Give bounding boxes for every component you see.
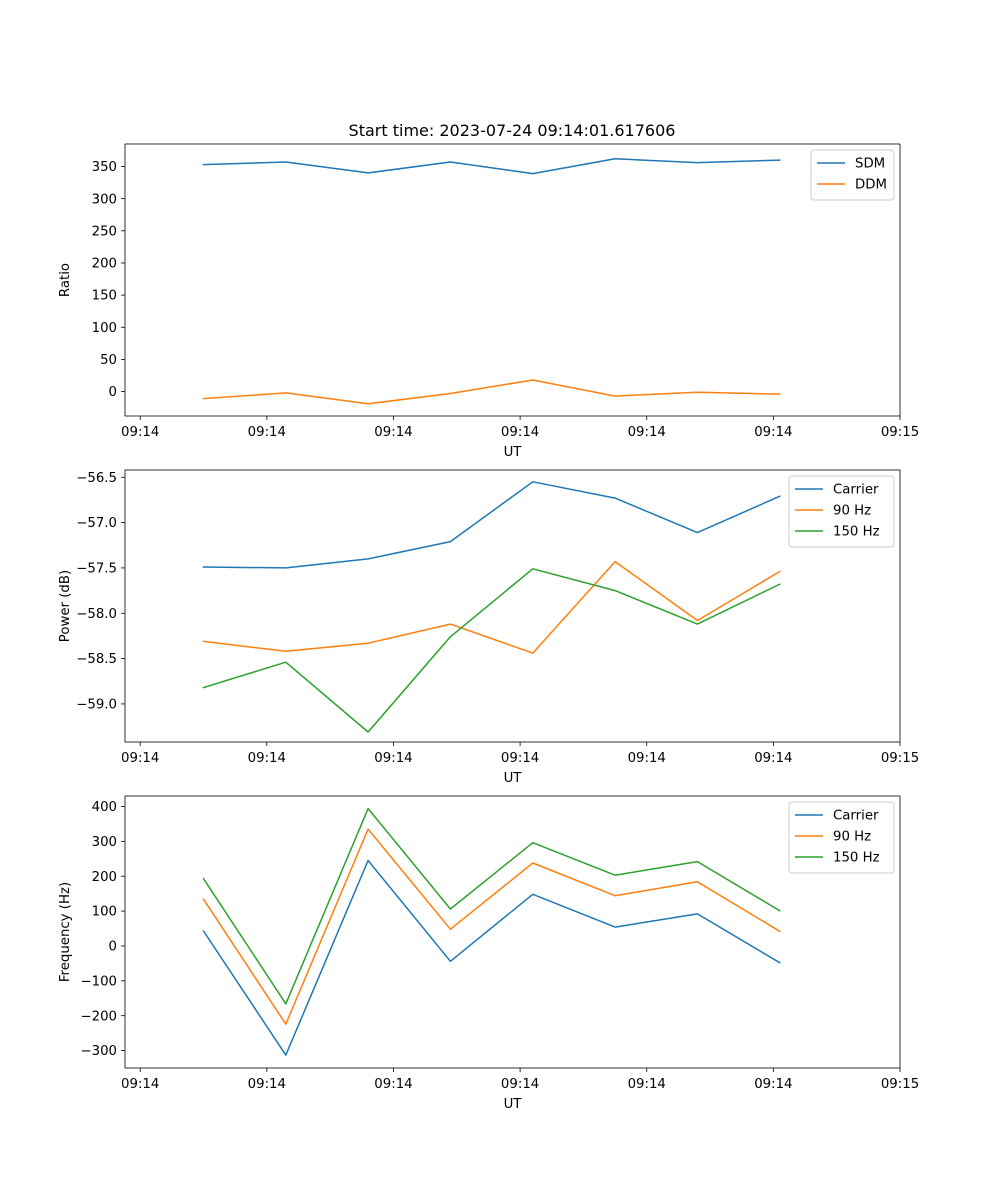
y-tick-label: 0 bbox=[109, 940, 117, 955]
x-tick-label: 09:14 bbox=[121, 425, 159, 440]
y-tick-label: 350 bbox=[92, 160, 117, 175]
plot-frame bbox=[124, 469, 901, 743]
legend-label-1: Carrier bbox=[833, 483, 879, 498]
legend: SDM DDM bbox=[810, 149, 895, 201]
series-line-3-1 bbox=[202, 859, 781, 1056]
legend-label-2: DDM bbox=[855, 178, 887, 193]
legend-label-3: 150 Hz bbox=[833, 851, 880, 866]
x-tick-label: 09:14 bbox=[628, 425, 666, 440]
x-tick-label: 09:14 bbox=[248, 1077, 286, 1092]
x-tick-label: 09:15 bbox=[881, 425, 919, 440]
legend: Carrier 90 Hz 150 Hz bbox=[788, 801, 895, 874]
x-tick-label: 09:14 bbox=[501, 1077, 539, 1092]
legend-label-1: SDM bbox=[855, 157, 885, 172]
y-tick-label: 250 bbox=[92, 224, 117, 239]
y-axis-label: Power (dB) bbox=[58, 570, 73, 642]
y-tick-label: 200 bbox=[92, 257, 117, 272]
y-tick-label: 150 bbox=[92, 289, 117, 304]
x-tick-label: 09:14 bbox=[374, 1077, 412, 1092]
x-tick-label: 09:14 bbox=[248, 425, 286, 440]
y-tick-label: −56.5 bbox=[76, 471, 117, 486]
series-line-1-2 bbox=[202, 379, 781, 405]
y-tick-label: 100 bbox=[92, 905, 117, 920]
series-line-2-3 bbox=[202, 568, 781, 733]
legend-box bbox=[788, 801, 895, 874]
x-tick-label: 09:14 bbox=[628, 751, 666, 766]
y-axis-label: Frequency (Hz) bbox=[58, 882, 73, 982]
series-line-3-3 bbox=[202, 807, 781, 1005]
y-tick-label: 100 bbox=[92, 321, 117, 336]
y-tick-label: 200 bbox=[92, 870, 117, 885]
y-tick-label: −57.5 bbox=[76, 562, 117, 577]
legend: Carrier 90 Hz 150 Hz bbox=[788, 475, 895, 548]
series-line-1-1 bbox=[202, 158, 781, 175]
subplot-1: 09:14 09:14 09:14 09:14 09:14 09:14 09:15 0 50 10… bbox=[58, 143, 919, 460]
x-tick-label: 09:14 bbox=[754, 751, 792, 766]
x-tick-label: 09:14 bbox=[121, 1077, 159, 1092]
y-tick-label: 50 bbox=[100, 353, 117, 368]
series-line-2-2 bbox=[202, 560, 781, 654]
x-tick-label: 09:14 bbox=[501, 751, 539, 766]
y-tick-label: −100 bbox=[80, 974, 117, 989]
series-line-3-2 bbox=[202, 828, 781, 1025]
x-tick-label: 09:14 bbox=[501, 425, 539, 440]
y-axis-label: Ratio bbox=[58, 263, 73, 297]
figure-title: Start time: 2023-07-24 09:14:01.617606 bbox=[349, 121, 676, 140]
x-tick-label: 09:14 bbox=[374, 751, 412, 766]
legend-label-3: 150 Hz bbox=[833, 525, 880, 540]
legend-label-2: 90 Hz bbox=[833, 830, 871, 845]
x-tick-label: 09:15 bbox=[881, 751, 919, 766]
x-tick-label: 09:14 bbox=[248, 751, 286, 766]
x-tick-label: 09:14 bbox=[628, 1077, 666, 1092]
legend-label-2: 90 Hz bbox=[833, 504, 871, 519]
y-tick-label: 400 bbox=[92, 800, 117, 815]
subplot-2: 09:14 09:14 09:14 09:14 09:14 09:14 09:15 −59.0… bbox=[58, 469, 919, 786]
x-tick-label: 09:15 bbox=[881, 1077, 919, 1092]
y-tick-label: −57.0 bbox=[76, 516, 117, 531]
x-tick-label: 09:14 bbox=[754, 425, 792, 440]
plot-frame bbox=[124, 143, 901, 417]
y-tick-label: −300 bbox=[80, 1044, 117, 1059]
legend-box bbox=[788, 475, 895, 548]
y-tick-label: −59.0 bbox=[76, 698, 117, 713]
x-tick-label: 09:14 bbox=[374, 425, 412, 440]
x-tick-label: 09:14 bbox=[754, 1077, 792, 1092]
y-tick-label: 300 bbox=[92, 192, 117, 207]
y-tick-label: −200 bbox=[80, 1009, 117, 1024]
x-axis-label: UT bbox=[504, 445, 523, 460]
series-line-2-1 bbox=[202, 481, 781, 569]
x-tick-label: 09:14 bbox=[121, 751, 159, 766]
y-tick-label: 0 bbox=[109, 385, 117, 400]
subplot-3: 09:14 09:14 09:14 09:14 09:14 09:14 09:15 −300 −… bbox=[58, 795, 919, 1112]
y-tick-label: 300 bbox=[92, 835, 117, 850]
y-tick-label: −58.0 bbox=[76, 607, 117, 622]
plot-frame bbox=[124, 795, 901, 1069]
x-axis-label: UT bbox=[504, 1097, 523, 1112]
x-axis-label: UT bbox=[504, 771, 523, 786]
y-tick-label: −58.5 bbox=[76, 652, 117, 667]
legend-label-1: Carrier bbox=[833, 809, 879, 824]
